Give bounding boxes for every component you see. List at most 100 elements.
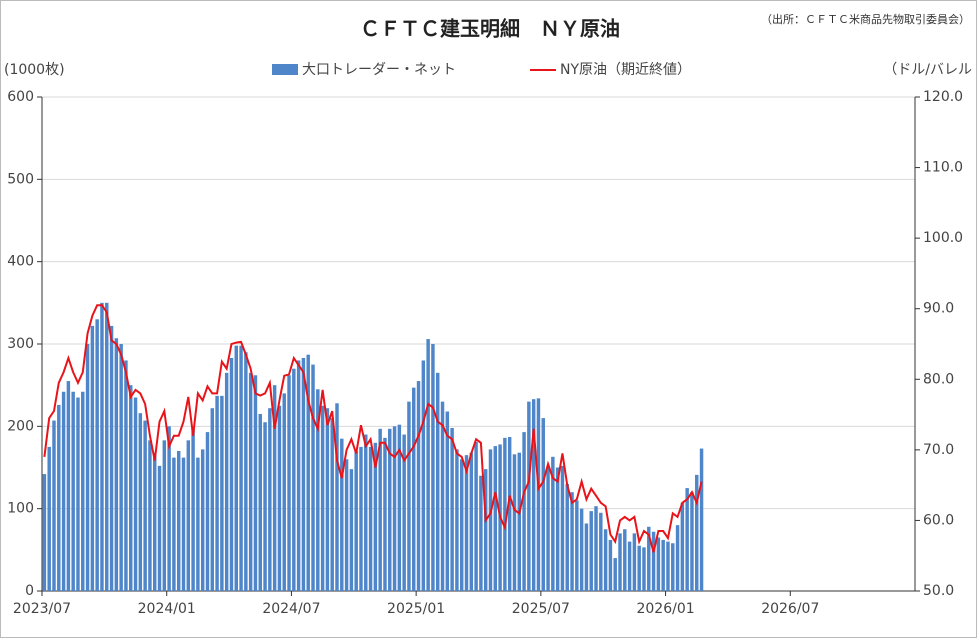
bar bbox=[599, 512, 603, 591]
bar bbox=[541, 418, 545, 591]
bar bbox=[344, 459, 349, 591]
bar bbox=[335, 403, 339, 591]
bar bbox=[229, 357, 234, 591]
bar bbox=[440, 401, 445, 591]
bar bbox=[287, 375, 291, 591]
bar bbox=[81, 391, 85, 591]
bar bbox=[234, 345, 238, 591]
bar bbox=[407, 401, 411, 591]
y2-tick-label: 120.0 bbox=[923, 89, 963, 105]
legend-swatch bbox=[272, 64, 298, 75]
bar bbox=[575, 500, 579, 591]
bar bbox=[488, 449, 493, 591]
bar bbox=[397, 424, 402, 591]
x-tick-label: 2023/07 bbox=[13, 601, 71, 617]
bar bbox=[311, 364, 315, 591]
bar bbox=[292, 368, 296, 591]
bar bbox=[368, 446, 373, 591]
bar bbox=[608, 539, 613, 591]
source-note: （出所：ＣＦＴＣ米商品先物取引委員会） bbox=[761, 12, 970, 26]
bar bbox=[138, 413, 143, 591]
bar bbox=[383, 437, 387, 591]
bar bbox=[244, 352, 248, 591]
bar bbox=[503, 437, 507, 591]
bar bbox=[349, 469, 354, 591]
bar bbox=[109, 325, 114, 591]
bar bbox=[196, 457, 200, 591]
bar bbox=[392, 426, 397, 591]
bar bbox=[354, 451, 358, 591]
bar bbox=[282, 393, 286, 591]
bar bbox=[186, 440, 191, 591]
x-tick-label: 2026/01 bbox=[636, 601, 694, 617]
bar bbox=[167, 426, 171, 591]
bar bbox=[531, 399, 536, 591]
bar bbox=[527, 401, 531, 591]
y2-axis-label: （ドル/バレル bbox=[883, 62, 972, 78]
bar bbox=[565, 483, 569, 591]
bar bbox=[143, 420, 147, 591]
x-tick-label: 2025/07 bbox=[512, 601, 570, 617]
y-tick-label: 600 bbox=[7, 89, 34, 105]
bar bbox=[637, 545, 641, 591]
bar bbox=[114, 338, 119, 591]
bar bbox=[52, 420, 56, 591]
bar bbox=[426, 339, 430, 591]
y2-tick-label: 70.0 bbox=[923, 442, 954, 458]
bar bbox=[551, 456, 555, 591]
bar bbox=[675, 525, 680, 591]
bar bbox=[200, 449, 205, 591]
bar bbox=[330, 418, 334, 591]
bar bbox=[133, 397, 138, 591]
y-tick-label: 0 bbox=[25, 583, 34, 599]
bar bbox=[47, 446, 51, 591]
bar bbox=[479, 475, 483, 591]
bar bbox=[493, 446, 498, 591]
bar bbox=[546, 467, 550, 591]
bar bbox=[359, 446, 363, 591]
bar bbox=[517, 452, 521, 591]
bar bbox=[172, 457, 176, 591]
bar bbox=[642, 547, 646, 591]
chart-title: ＣＦＴＣ建玉明細 ＮＹ原油 bbox=[360, 17, 620, 41]
bar bbox=[555, 467, 560, 591]
bar bbox=[512, 454, 517, 591]
bar bbox=[272, 385, 277, 591]
bar bbox=[632, 533, 637, 591]
bar bbox=[560, 465, 565, 591]
bar bbox=[325, 408, 330, 591]
y2-tick-label: 80.0 bbox=[923, 371, 954, 387]
x-tick-label: 2024/07 bbox=[262, 601, 320, 617]
bar bbox=[119, 344, 123, 591]
bar bbox=[320, 405, 325, 591]
bar bbox=[584, 523, 589, 591]
bar bbox=[695, 474, 699, 591]
y-axis-label: (1000枚) bbox=[4, 62, 65, 78]
bar bbox=[651, 531, 656, 591]
y2-tick-label: 50.0 bbox=[923, 583, 954, 599]
y-tick-label: 100 bbox=[7, 501, 34, 517]
bar bbox=[42, 474, 47, 591]
bar bbox=[690, 492, 694, 591]
bar bbox=[100, 302, 104, 591]
bar bbox=[378, 428, 382, 591]
bar bbox=[647, 526, 651, 591]
y2-tick-label: 90.0 bbox=[923, 301, 954, 317]
bar bbox=[162, 440, 167, 591]
bar bbox=[483, 469, 488, 591]
bar bbox=[464, 455, 469, 591]
bar bbox=[469, 452, 474, 591]
bar bbox=[210, 408, 215, 591]
bar bbox=[277, 405, 282, 591]
bar bbox=[152, 452, 157, 591]
bar bbox=[248, 372, 253, 591]
bar bbox=[71, 391, 75, 591]
bar bbox=[603, 529, 608, 591]
bar bbox=[459, 459, 464, 591]
legend-label: 大口トレーダー・ネット bbox=[302, 62, 456, 78]
y2-tick-label: 60.0 bbox=[923, 512, 954, 528]
bar bbox=[680, 502, 685, 591]
bar bbox=[76, 397, 80, 591]
bar bbox=[181, 457, 186, 591]
